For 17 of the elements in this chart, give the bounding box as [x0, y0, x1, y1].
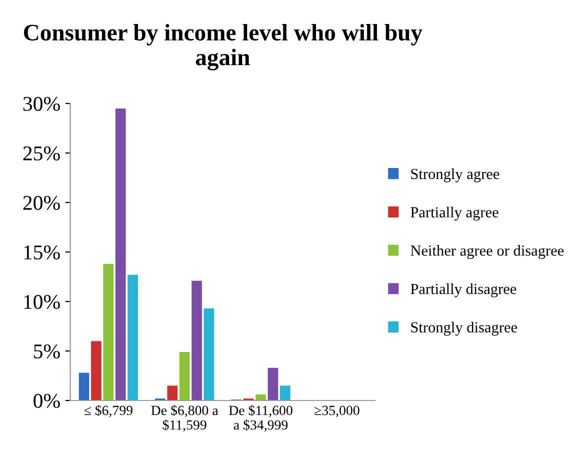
chart-title: Consumer by income level who will buy again [24, 24, 422, 70]
y-tick-label: 10% [24, 294, 60, 309]
y-tick-label: 0% [34, 394, 60, 408]
y-tick-label: 5% [34, 344, 60, 358]
y-tick-label: 25% [23, 146, 60, 160]
y-tick-label: 30% [23, 96, 60, 111]
x-tick-label: De $11,600 a $34,999 [229, 404, 292, 432]
y-tick-label: 20% [23, 196, 60, 210]
x-tick-label: ≤ $6,799 [84, 404, 132, 418]
legend-label: Strongly agree [411, 168, 500, 182]
legend-label: Partially agree [410, 206, 498, 221]
x-tick-label: ≥35,000 [314, 406, 360, 418]
y-tick-label: 15% [24, 245, 60, 260]
legend-label: Strongly disagree [411, 322, 517, 336]
legend-label: Neither agree or disagree [410, 245, 564, 259]
x-tick-label: De $6,800 a $11,599 [151, 404, 218, 432]
legend-label: Partially disagree [410, 283, 516, 298]
